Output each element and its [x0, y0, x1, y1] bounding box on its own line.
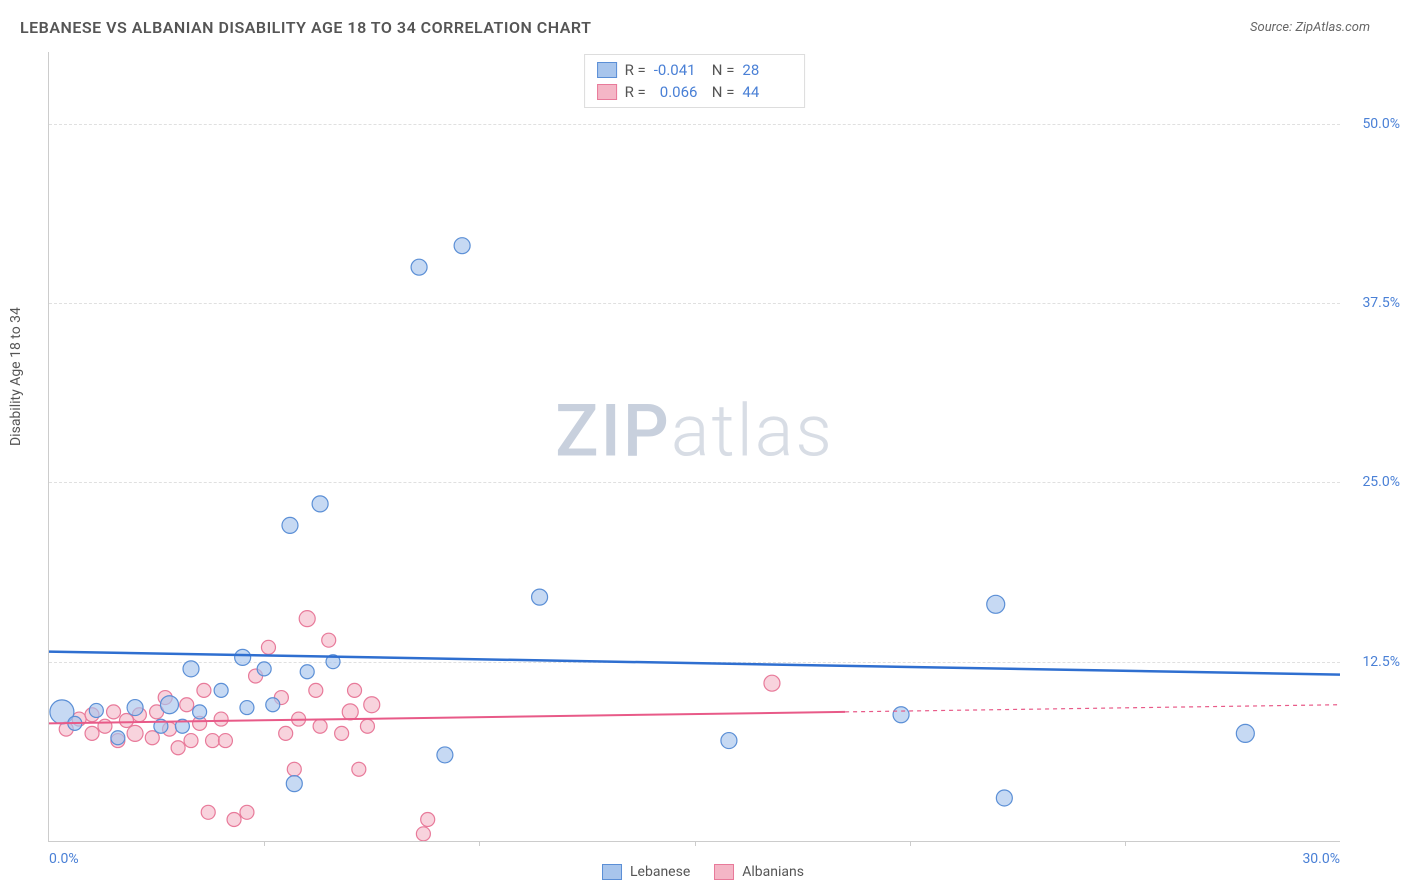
chart-title: LEBANESE VS ALBANIAN DISABILITY AGE 18 T…: [20, 18, 591, 37]
y-tick-label: 12.5%: [1362, 654, 1400, 670]
legend-item-lebanese: Lebanese: [602, 864, 690, 880]
scatter-plot-svg: [49, 52, 1340, 841]
legend-row-albanians: R = 0.066 N = 44: [597, 81, 793, 103]
y-tick-label: 50.0%: [1362, 116, 1400, 132]
legend-row-lebanese: R = -0.041 N = 28: [597, 59, 793, 81]
albanians-swatch: [597, 84, 617, 100]
albanians-swatch-icon: [714, 864, 734, 880]
series-legend: Lebanese Albanians: [602, 864, 804, 880]
x-tick-label: 0.0%: [49, 851, 79, 867]
chart-header: LEBANESE VS ALBANIAN DISABILITY AGE 18 T…: [0, 0, 1406, 45]
lebanese-swatch: [597, 62, 617, 78]
x-tick-label: 30.0%: [1302, 851, 1340, 867]
correlation-legend: R = -0.041 N = 28 R = 0.066 N = 44: [584, 54, 806, 108]
source-attribution: Source: ZipAtlas.com: [1250, 20, 1370, 35]
lebanese-swatch-icon: [602, 864, 622, 880]
y-tick-label: 25.0%: [1362, 474, 1400, 490]
legend-item-albanians: Albanians: [714, 864, 804, 880]
chart-plot-area: ZIPatlas R = -0.041 N = 28 R = 0.066 N =…: [48, 52, 1340, 842]
y-axis-label: Disability Age 18 to 34: [8, 307, 24, 446]
y-tick-label: 37.5%: [1362, 295, 1400, 311]
